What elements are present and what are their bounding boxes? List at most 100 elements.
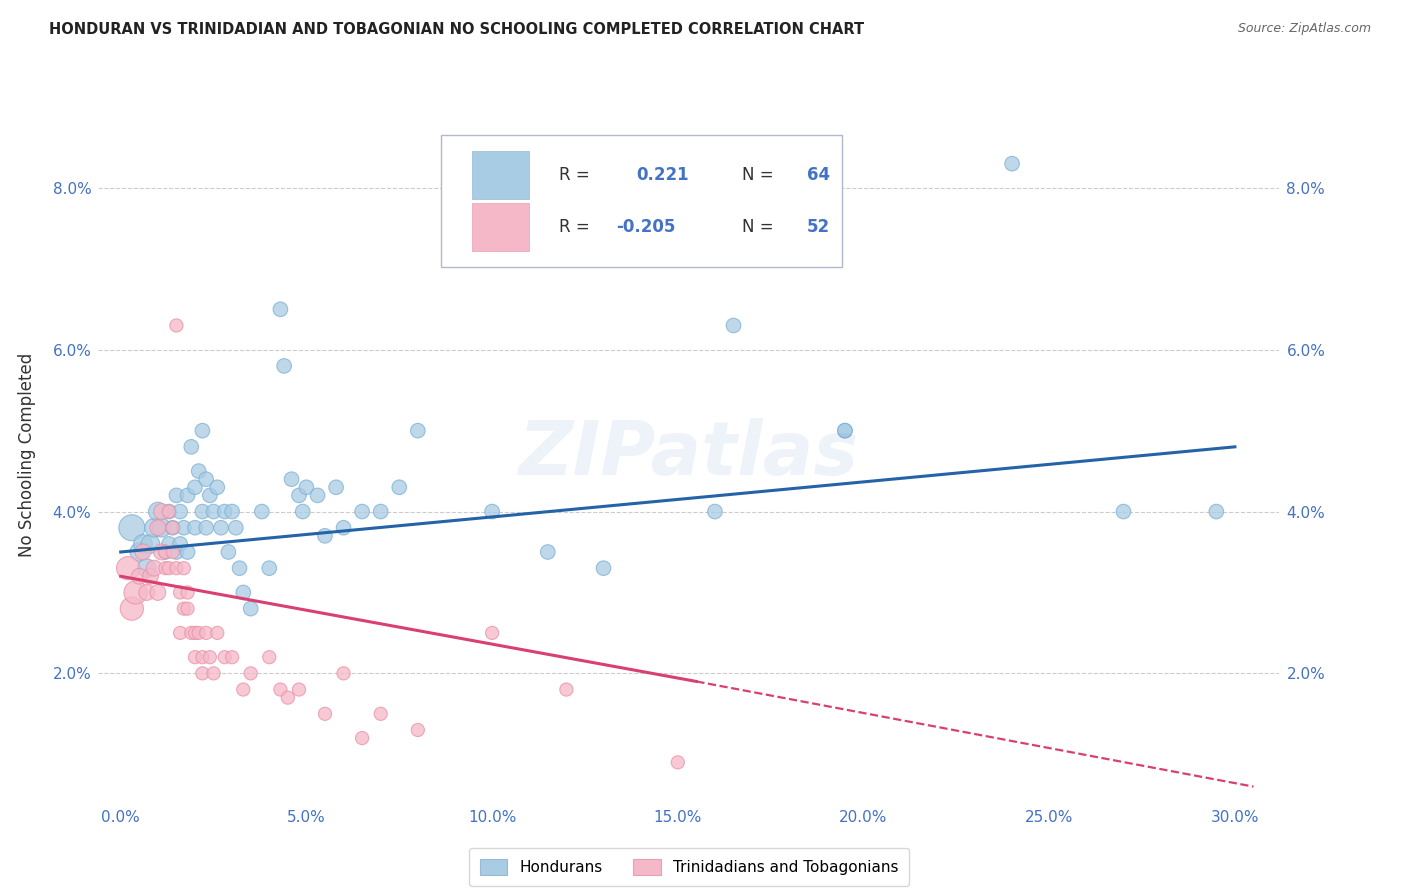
Point (214, 650, 236, 665)
Point (139, 537, 162, 551)
Point (295, 480, 318, 494)
Point (195, 521, 218, 535)
Point (273, 359, 295, 373)
Point (217, 545, 239, 559)
Point (157, 561, 180, 575)
Point (155, 545, 177, 559)
Point (406, 424, 429, 438)
Point (209, 521, 232, 535)
Point (198, 488, 221, 502)
FancyBboxPatch shape (441, 135, 842, 267)
Point (332, 666, 354, 681)
Point (592, 561, 614, 575)
Point (239, 601, 262, 615)
Point (481, 626, 503, 640)
Point (232, 682, 254, 697)
Point (388, 480, 411, 494)
Point (202, 504, 225, 518)
Point (187, 464, 209, 478)
Point (269, 302, 291, 317)
Point (214, 504, 236, 518)
Point (180, 626, 202, 640)
Point (291, 504, 314, 518)
Point (150, 504, 173, 518)
Text: ZIPatlas: ZIPatlas (519, 418, 859, 491)
Point (225, 521, 247, 535)
Point (198, 650, 221, 665)
Point (150, 521, 173, 535)
Point (352, 504, 374, 518)
Point (184, 626, 207, 640)
Point (162, 545, 184, 559)
Point (239, 666, 262, 681)
Point (1205, 504, 1227, 518)
Point (332, 521, 354, 535)
Point (834, 424, 856, 438)
Point (139, 569, 162, 583)
Legend: Hondurans, Trinidadians and Tobagonians: Hondurans, Trinidadians and Tobagonians (468, 848, 910, 886)
Text: R =: R = (560, 166, 589, 185)
Point (195, 626, 218, 640)
Point (232, 585, 254, 599)
Point (555, 682, 578, 697)
Point (703, 504, 725, 518)
Point (169, 537, 191, 551)
Point (184, 521, 207, 535)
Text: 64: 64 (807, 166, 830, 185)
Point (162, 521, 184, 535)
Point (406, 723, 429, 737)
Point (202, 666, 225, 681)
Point (187, 626, 209, 640)
Point (370, 504, 392, 518)
Text: 0.221: 0.221 (636, 166, 689, 185)
Point (537, 545, 560, 559)
Point (307, 488, 329, 502)
Point (162, 521, 184, 535)
Point (1001, 156, 1024, 170)
Point (169, 585, 191, 599)
Point (250, 504, 273, 518)
Point (184, 650, 207, 665)
Point (173, 521, 195, 535)
Point (288, 488, 311, 502)
Point (165, 561, 187, 575)
Point (135, 561, 157, 575)
Point (184, 480, 207, 494)
Text: 52: 52 (807, 218, 830, 235)
Point (165, 488, 187, 502)
Point (117, 561, 139, 575)
Point (169, 504, 191, 518)
Point (165, 318, 187, 333)
Point (314, 706, 336, 721)
Point (173, 561, 195, 575)
Point (221, 504, 243, 518)
Point (207, 480, 229, 494)
Point (132, 537, 155, 551)
Point (370, 706, 392, 721)
Point (481, 504, 503, 518)
Point (221, 650, 243, 665)
Point (132, 545, 155, 559)
Point (1112, 504, 1135, 518)
FancyBboxPatch shape (471, 151, 530, 199)
Point (314, 529, 336, 543)
Point (143, 561, 166, 575)
Text: N =: N = (742, 218, 773, 235)
Point (157, 504, 180, 518)
Text: Source: ZipAtlas.com: Source: ZipAtlas.com (1237, 22, 1371, 36)
Text: -0.205: -0.205 (616, 218, 675, 235)
Point (325, 480, 347, 494)
Point (191, 424, 214, 438)
Point (128, 569, 150, 583)
Point (165, 545, 187, 559)
Y-axis label: No Schooling Completed: No Schooling Completed (18, 353, 37, 557)
Point (269, 682, 291, 697)
Point (128, 545, 150, 559)
Point (207, 626, 229, 640)
Point (146, 504, 169, 518)
Point (146, 521, 169, 535)
Point (176, 601, 198, 615)
Point (195, 472, 218, 486)
Point (124, 585, 146, 599)
Point (288, 682, 311, 697)
